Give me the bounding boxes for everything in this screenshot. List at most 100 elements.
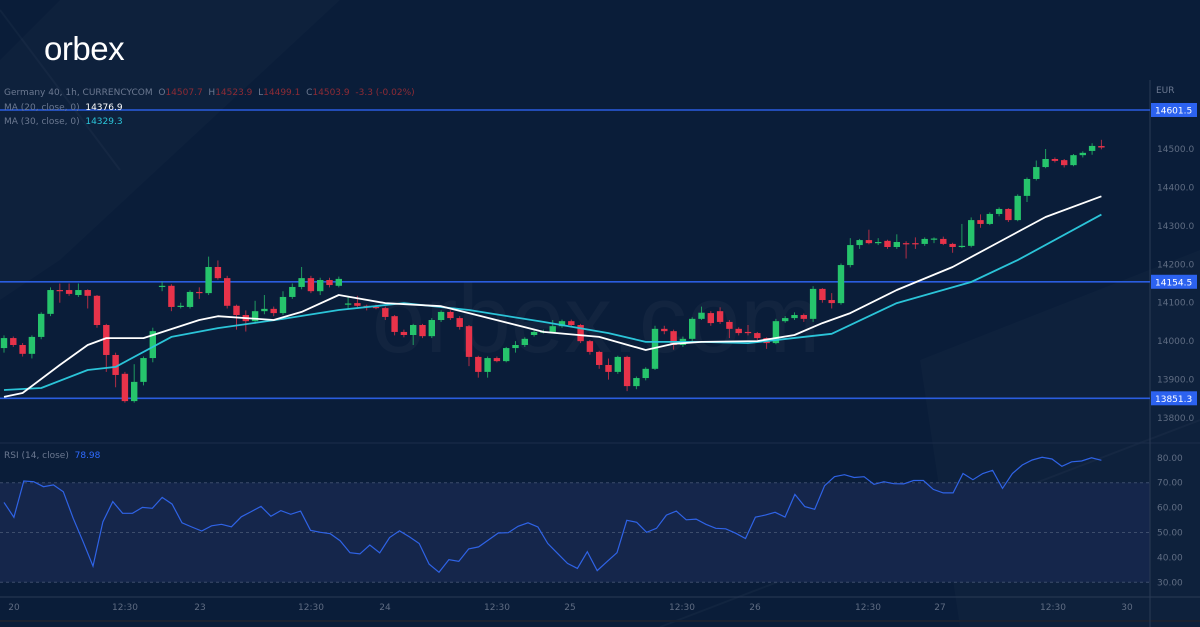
candle [512, 341, 519, 353]
level-price-badge [1151, 391, 1197, 406]
candle-body [596, 351, 603, 365]
candle-body [744, 331, 752, 334]
candle [568, 319, 575, 327]
rsi-value: 78.98 [74, 451, 101, 461]
candle-body [586, 341, 594, 352]
candle-body [261, 308, 268, 312]
candle-body [214, 266, 222, 279]
candle-body [791, 315, 798, 319]
candle-body [38, 313, 45, 337]
candle-body [19, 344, 26, 354]
candle [754, 331, 761, 340]
candle-body [670, 331, 677, 345]
candle [800, 313, 807, 322]
high-label: H [208, 88, 216, 98]
candle-body [716, 311, 724, 322]
candle-body [735, 328, 742, 334]
candle [707, 311, 714, 326]
time-tick-label: 12:30 [298, 603, 324, 613]
candle-body [614, 356, 621, 372]
candle [326, 277, 333, 288]
candle-body [251, 311, 259, 322]
candle [484, 356, 491, 378]
candle-body [317, 280, 324, 292]
candle-body [1098, 146, 1105, 148]
candle [968, 217, 975, 248]
ma20-line [3, 195, 1102, 398]
ma20-label: MA (20, close, 0) [4, 102, 80, 113]
candle [261, 295, 268, 315]
candle [456, 316, 463, 330]
candle [38, 312, 45, 340]
candle-body [298, 278, 305, 287]
candle [149, 327, 156, 363]
candle [335, 276, 342, 288]
candle [875, 238, 882, 246]
candle-body [419, 325, 426, 337]
candle-body [382, 308, 389, 317]
rsi-tick-label: 70.00 [1157, 479, 1183, 489]
candle [819, 288, 826, 303]
candle [1070, 153, 1077, 167]
candle [391, 315, 398, 336]
time-tick-label: 27 [934, 603, 945, 613]
candle [1023, 177, 1031, 203]
candle [902, 241, 910, 259]
price-tick-label: 14500.0 [1157, 145, 1194, 155]
candle [698, 306, 705, 321]
candle [1051, 157, 1059, 163]
candle [791, 312, 798, 321]
candle-body [819, 288, 826, 301]
level-price-badge [1151, 102, 1197, 117]
candle [400, 329, 408, 338]
candle-body [772, 321, 780, 344]
candle [1005, 208, 1012, 223]
candle-body [0, 338, 8, 349]
level-price-label: 14601.5 [1155, 106, 1192, 116]
candle-body [326, 280, 333, 286]
candle [65, 283, 73, 296]
price-tick-label: 14000.0 [1157, 337, 1194, 347]
candle-body [995, 208, 1003, 214]
candle [93, 295, 101, 328]
candle [56, 283, 63, 303]
candle [112, 352, 119, 388]
candle-body [949, 243, 956, 247]
candle-body [270, 308, 277, 314]
candle [1042, 149, 1049, 169]
candle-body [902, 243, 910, 245]
candle-body [93, 295, 101, 326]
candle [586, 339, 594, 355]
price-tick-label: 13900.0 [1157, 376, 1194, 386]
candle-body [335, 278, 342, 286]
candle [856, 238, 863, 249]
rsi-tick-label: 40.00 [1157, 553, 1183, 563]
candle [382, 306, 389, 321]
candle-body [1051, 158, 1059, 161]
candle-body [958, 245, 966, 248]
candle [447, 310, 454, 321]
candle [986, 212, 993, 226]
candle-body [354, 303, 361, 306]
candle [530, 330, 538, 337]
candle [344, 296, 352, 309]
candle [242, 310, 249, 332]
candle-body [428, 320, 435, 337]
candle [1098, 139, 1105, 150]
candle [1061, 158, 1068, 168]
candle [419, 323, 426, 339]
candle [558, 319, 566, 328]
rsi-tick-label: 30.00 [1157, 578, 1183, 588]
candle [912, 237, 919, 249]
rsi-band [0, 482, 1150, 583]
candle-body [400, 331, 408, 336]
rsi-legend: RSI (14, close) 78.98 [4, 451, 100, 461]
candle-body [307, 278, 315, 292]
price-tick-label: 14400.0 [1157, 183, 1194, 193]
candle-body [968, 220, 975, 246]
time-tick-label: 12:30 [112, 603, 138, 613]
candle [782, 316, 789, 323]
candle [0, 335, 8, 353]
candle-body [131, 381, 138, 402]
